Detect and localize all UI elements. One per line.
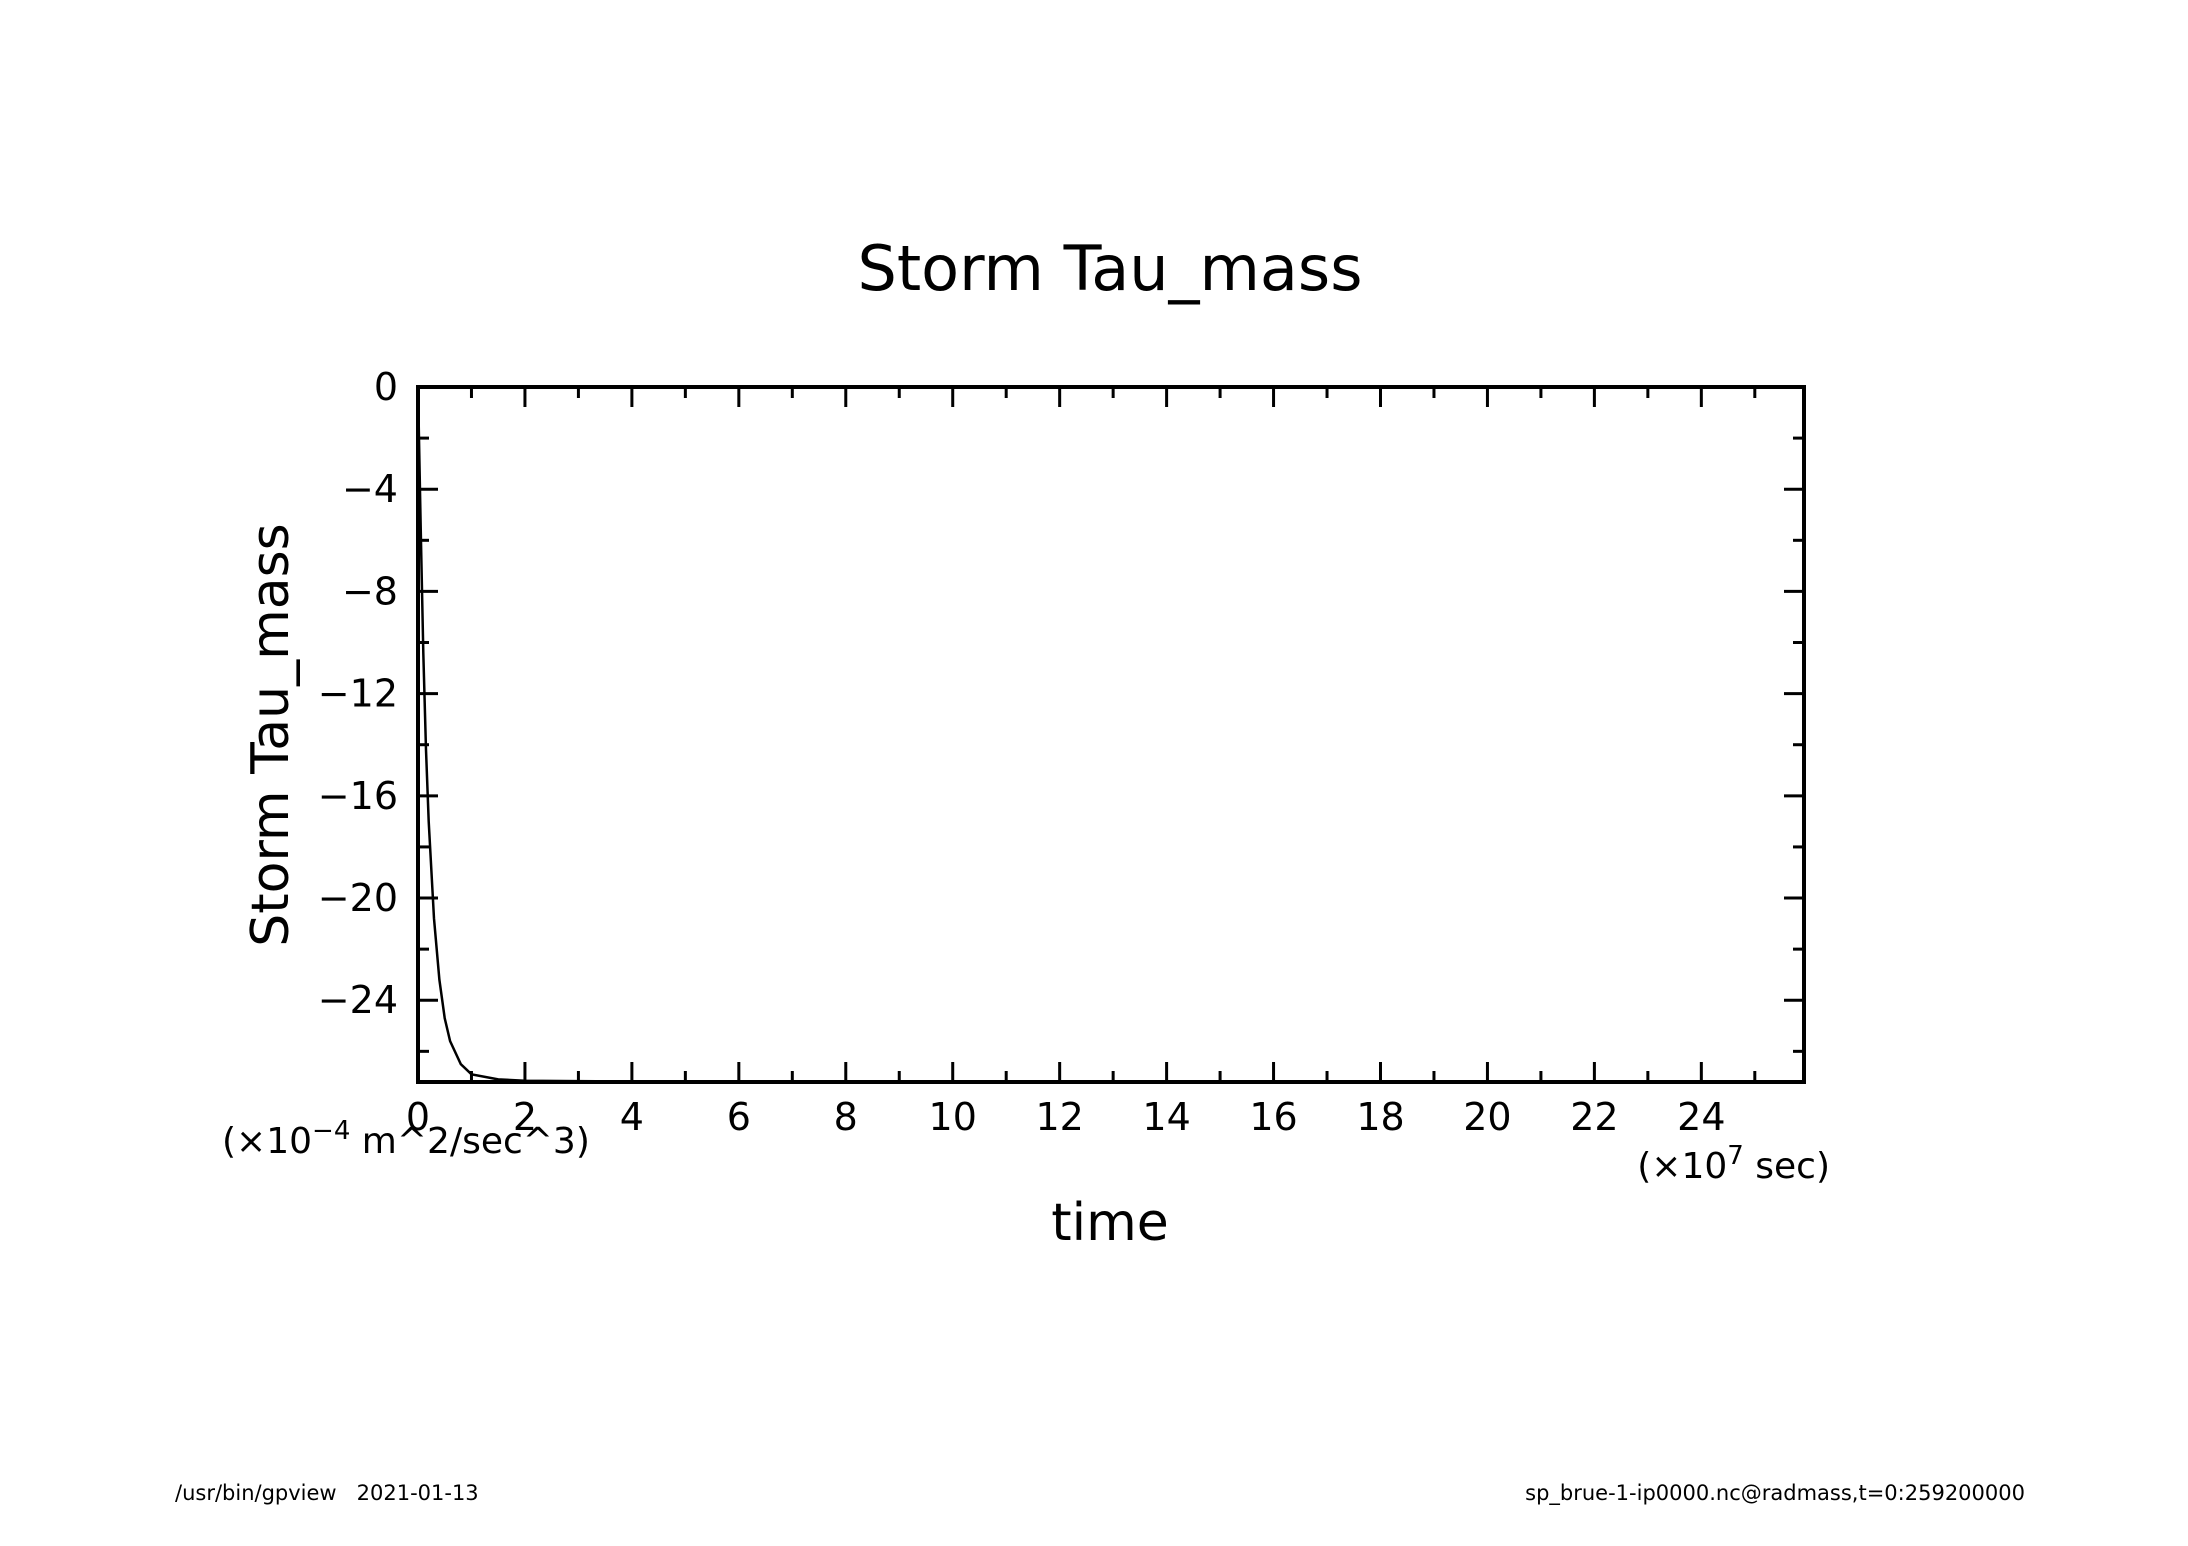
y-axis-label: Storm Tau_mass [241, 523, 301, 947]
x-tick-label: 22 [1570, 1095, 1618, 1139]
y-tick-label: 0 [374, 365, 398, 409]
y-tick-label: −8 [342, 569, 398, 613]
x-tick-labels: 0 2 4 6 8 10 12 14 16 18 20 22 24 [406, 1095, 1726, 1139]
y-tick-labels: 0 −4 −8 −12 −16 −20 −24 [318, 365, 398, 1022]
axis-ticks [416, 385, 1804, 1082]
x-axis-label: time [1051, 1193, 1168, 1253]
y-tick-label: −16 [318, 774, 398, 818]
y-tick-label: −4 [342, 467, 398, 511]
x-tick-label: 4 [620, 1095, 644, 1139]
x-tick-label: 12 [1035, 1095, 1083, 1139]
footer-right: sp_brue-1-ip0000.nc@radmass,t=0:25920000… [1525, 1481, 2025, 1506]
x-tick-label: 16 [1249, 1095, 1297, 1139]
y-tick-label: −20 [318, 876, 398, 920]
x-unit-label: (×107 sec) [1637, 1141, 1830, 1187]
data-series-line [416, 386, 1804, 1083]
y-tick-label: −24 [318, 978, 398, 1022]
x-tick-label: 0 [406, 1095, 430, 1139]
y-unit-label: (×10−4 m^2/sec^3) [222, 1116, 590, 1162]
y-tick-label: −12 [318, 672, 398, 716]
x-tick-label: 6 [727, 1095, 751, 1139]
x-tick-label: 14 [1142, 1095, 1190, 1139]
chart-title: Storm Tau_mass [858, 232, 1363, 305]
x-tick-label: 10 [929, 1095, 977, 1139]
footer-left: /usr/bin/gpview 2021-01-13 [175, 1481, 479, 1505]
plot-frame [416, 385, 1806, 1084]
x-tick-label: 20 [1463, 1095, 1511, 1139]
x-tick-label: 2 [513, 1095, 537, 1139]
x-tick-label: 24 [1677, 1095, 1725, 1139]
x-tick-label: 8 [834, 1095, 858, 1139]
x-tick-label: 18 [1356, 1095, 1404, 1139]
